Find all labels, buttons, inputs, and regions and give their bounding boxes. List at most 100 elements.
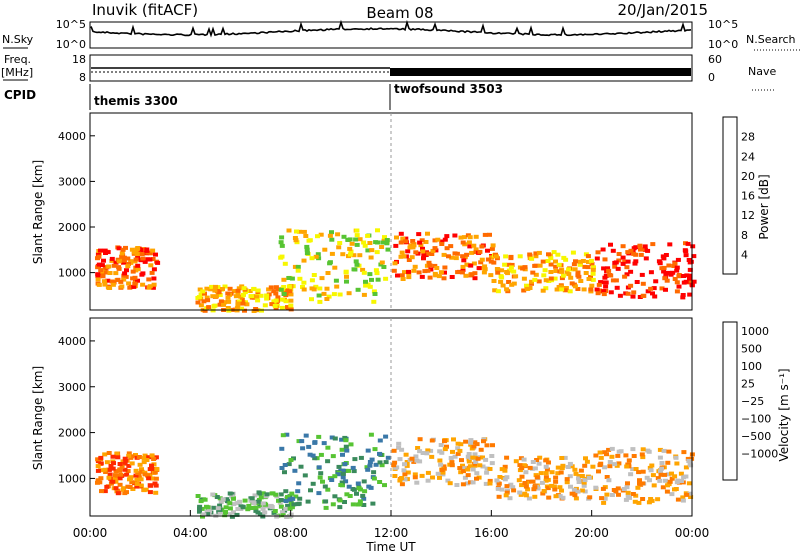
echo-cell <box>674 480 680 485</box>
echo-cell <box>249 506 255 510</box>
echo-cell <box>285 495 290 499</box>
echo-cell <box>133 257 139 262</box>
echo-cell <box>149 453 155 458</box>
echo-cell <box>339 447 345 452</box>
echo-cell <box>601 289 607 294</box>
echo-cell <box>278 287 284 292</box>
echo-cell <box>199 506 205 511</box>
echo-cell <box>640 481 646 486</box>
echo-cell <box>416 232 422 237</box>
echo-cell <box>467 464 473 469</box>
echo-cell <box>241 292 246 297</box>
echo-cell <box>435 237 441 242</box>
echo-cell <box>363 283 369 288</box>
echo-cell <box>455 270 461 275</box>
echo-cell <box>133 473 139 478</box>
echo-cell <box>367 241 373 245</box>
echo-cell <box>622 259 628 264</box>
echo-cell <box>351 469 357 474</box>
echo-cell <box>536 279 542 284</box>
echo-cell <box>379 463 385 468</box>
echo-cell <box>385 247 391 252</box>
echo-cell <box>691 279 697 284</box>
echo-cell <box>686 481 692 486</box>
echo-cell <box>460 267 466 272</box>
echo-cell <box>109 256 115 261</box>
echo-cell <box>470 467 476 472</box>
echo-cell <box>640 281 646 286</box>
nsky-trace <box>90 19 692 38</box>
echo-cell <box>496 494 502 499</box>
echo-cell <box>540 259 546 264</box>
echo-cell <box>347 246 353 251</box>
echo-cell <box>588 258 594 263</box>
echo-cell <box>242 498 248 503</box>
echo-cell <box>357 502 363 507</box>
echo-cell <box>458 235 464 240</box>
velocity-colorbar: 1000 500 100 25 −25 −100 −500 −1000 <box>722 321 778 481</box>
echo-cell <box>369 248 375 253</box>
station-title: Inuvik (fitACF) <box>92 1 198 19</box>
echo-cell <box>404 463 410 468</box>
echo-cell <box>553 475 559 480</box>
echo-cell <box>283 499 289 503</box>
echo-cell <box>674 280 680 285</box>
echo-cell <box>581 483 587 488</box>
echo-cell <box>442 447 448 452</box>
echo-cell <box>628 472 634 477</box>
echo-cell <box>504 490 510 495</box>
echo-cell <box>202 291 207 296</box>
echo-cell <box>249 496 255 501</box>
echo-cell <box>646 500 652 505</box>
echo-cell <box>210 492 216 497</box>
echo-cell <box>473 250 479 255</box>
echo-cell <box>309 256 315 261</box>
y-tick-label: 4000 <box>58 335 86 348</box>
echo-cell <box>559 488 564 493</box>
echo-cell <box>665 460 671 465</box>
echo-cell <box>349 241 355 246</box>
echo-cell <box>343 444 349 449</box>
echo-cell <box>99 263 105 268</box>
echo-cell <box>255 288 261 293</box>
freq-tick-top: 18 <box>72 53 86 66</box>
echo-cell <box>489 461 495 466</box>
echo-cell <box>523 470 529 475</box>
echo-cell <box>348 442 354 447</box>
echo-cell <box>455 446 461 451</box>
echo-cell <box>530 479 536 484</box>
echo-cell <box>584 459 590 464</box>
echo-cell <box>121 277 127 282</box>
echo-cell <box>282 463 288 467</box>
echo-cell <box>583 271 589 275</box>
echo-cell <box>253 307 259 311</box>
echo-cell <box>669 471 674 476</box>
echo-cell <box>116 246 122 251</box>
echo-cell <box>344 492 350 497</box>
echo-cell <box>361 292 367 297</box>
echo-cell <box>217 293 223 297</box>
echo-cell <box>153 490 159 495</box>
echo-cell <box>121 255 127 260</box>
echo-cell <box>351 253 357 258</box>
echo-cell <box>582 489 588 494</box>
echo-cell <box>648 286 654 291</box>
echo-cell <box>552 487 558 492</box>
echo-cell <box>292 236 298 240</box>
echo-cell <box>129 480 135 485</box>
echo-cell <box>336 464 342 469</box>
echo-cell <box>634 280 640 284</box>
echo-cell <box>113 260 119 265</box>
echo-cell <box>344 448 350 453</box>
echo-cell <box>337 292 343 297</box>
echo-cell <box>273 291 279 296</box>
echo-cell <box>409 456 415 461</box>
echo-cell <box>358 455 364 460</box>
cpid-label: CPID <box>4 88 36 102</box>
y-tick-label: 1000 <box>58 267 86 280</box>
echo-cell <box>357 237 363 242</box>
echo-cell <box>204 286 210 291</box>
echo-cell <box>665 472 671 477</box>
echo-cell <box>153 476 159 481</box>
echo-cell <box>253 508 259 513</box>
